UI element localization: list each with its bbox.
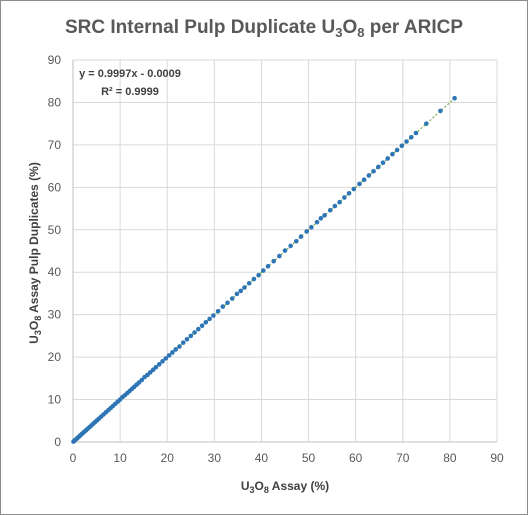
x-tick-label: 50 — [302, 451, 316, 465]
y-tick-label: 80 — [48, 95, 62, 109]
data-point — [163, 356, 169, 361]
data-point — [242, 285, 247, 290]
data-point — [166, 353, 172, 358]
data-point — [188, 333, 194, 339]
x-tick-label: 60 — [349, 451, 363, 465]
y-axis-title: U3O8 Assay Pulp Duplicates (%) — [27, 162, 43, 344]
x-tick-label: 70 — [396, 451, 410, 465]
data-point — [380, 160, 386, 166]
data-point — [366, 173, 372, 178]
data-point — [375, 164, 381, 170]
data-point — [180, 340, 186, 345]
x-axis-title: U3O8 Assay (%) — [241, 479, 329, 495]
x-tick-labels: 0 10 20 30 40 50 60 70 80 90 — [70, 451, 504, 465]
x-tick-label: 40 — [255, 451, 269, 465]
data-point — [251, 276, 257, 282]
data-point — [238, 288, 244, 294]
data-point — [225, 300, 230, 306]
x-tick-label: 30 — [208, 451, 222, 465]
data-point — [322, 213, 327, 218]
data-point — [160, 359, 165, 364]
data-point — [265, 263, 271, 269]
y-tick-label: 10 — [48, 393, 62, 407]
data-point — [277, 253, 282, 259]
data-point — [438, 108, 443, 114]
data-point — [385, 156, 391, 161]
data-point — [408, 134, 414, 140]
y-tick-label: 30 — [48, 308, 62, 322]
data-points — [71, 95, 457, 444]
data-point — [351, 186, 357, 192]
data-point — [177, 344, 182, 349]
data-point — [424, 121, 429, 126]
data-point — [156, 362, 162, 367]
data-point — [318, 216, 324, 221]
y-tick-label: 0 — [54, 435, 61, 449]
data-point — [294, 238, 299, 244]
y-tick-label: 40 — [48, 265, 62, 279]
data-point — [327, 207, 333, 213]
data-point — [192, 330, 197, 335]
data-point — [139, 377, 145, 383]
data-point — [153, 364, 159, 370]
data-point — [271, 258, 276, 264]
data-point — [199, 323, 205, 329]
data-point — [220, 304, 226, 309]
y-tick-label: 90 — [48, 53, 62, 67]
data-point — [304, 229, 309, 234]
data-point — [196, 326, 201, 332]
data-point — [332, 203, 338, 209]
trendline-equation: y = 0.9997x - 0.0009 — [79, 68, 181, 80]
data-point — [314, 219, 320, 225]
data-point — [413, 130, 419, 136]
x-tick-label: 80 — [443, 451, 457, 465]
y-tick-label: 20 — [48, 350, 62, 364]
y-tick-label: 70 — [48, 138, 62, 152]
data-point — [261, 268, 266, 273]
data-point — [399, 143, 405, 149]
data-point — [229, 296, 235, 301]
r-squared-label: R² = 0.9999 — [101, 86, 159, 98]
data-point — [337, 199, 342, 205]
data-point — [288, 243, 293, 249]
data-point — [170, 350, 175, 355]
data-point — [173, 347, 179, 352]
data-point — [256, 272, 261, 278]
axes — [72, 60, 497, 443]
data-point — [184, 336, 190, 342]
data-point — [211, 313, 216, 318]
y-tick-label: 50 — [48, 223, 62, 237]
chart-title: SRC Internal Pulp Duplicate U3O8 per ARI… — [65, 17, 463, 40]
x-tick-label: 0 — [70, 451, 77, 465]
data-point — [452, 95, 457, 101]
x-tick-label: 90 — [490, 451, 504, 465]
y-tick-labels: 0 10 20 30 40 50 60 70 80 90 — [48, 53, 62, 449]
data-point — [215, 308, 221, 314]
data-point — [390, 151, 395, 157]
data-point — [203, 320, 209, 325]
data-point — [342, 195, 347, 200]
data-point — [234, 291, 240, 297]
x-tick-label: 10 — [113, 451, 127, 465]
data-point — [282, 248, 288, 253]
data-point — [394, 147, 400, 153]
data-point — [298, 234, 304, 239]
data-point — [207, 316, 212, 322]
data-point — [346, 190, 352, 196]
data-point — [361, 177, 367, 182]
x-tick-label: 20 — [161, 451, 175, 465]
data-point — [404, 139, 409, 144]
data-point — [309, 224, 314, 230]
gridlines — [73, 59, 498, 442]
data-point — [246, 280, 252, 286]
y-tick-label: 60 — [48, 180, 62, 194]
data-point — [371, 168, 376, 174]
data-point — [357, 181, 362, 187]
